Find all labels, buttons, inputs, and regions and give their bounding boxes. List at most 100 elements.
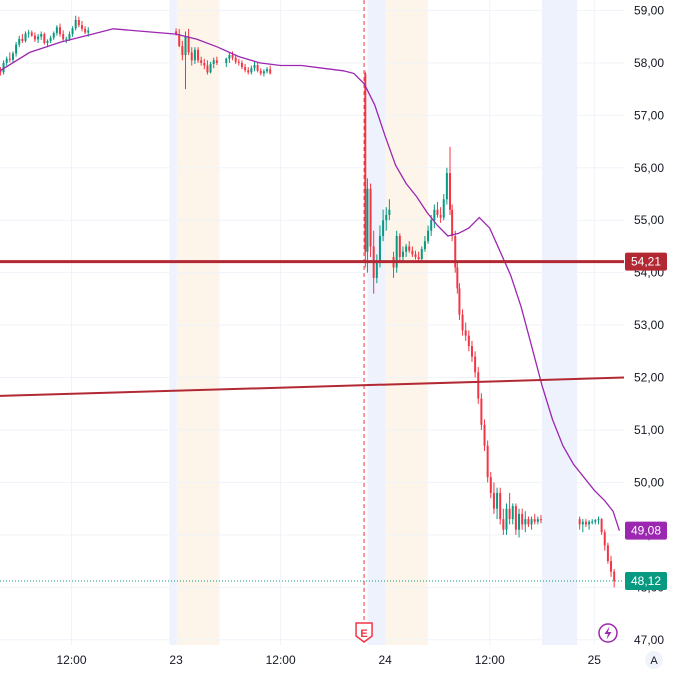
candle-body xyxy=(266,69,269,72)
moving-average xyxy=(0,28,621,531)
candle-body xyxy=(71,28,74,35)
candle-body xyxy=(433,209,436,221)
drawn-lines[interactable] xyxy=(0,260,625,582)
lightning-icon[interactable] xyxy=(598,623,618,643)
session-band-premarket xyxy=(169,0,177,645)
candle-body xyxy=(408,246,411,251)
candle-body xyxy=(80,25,83,29)
candle-body xyxy=(489,477,492,493)
time-axis[interactable]: 12:00 23 12:00 24 12:00 25 xyxy=(57,653,602,667)
candle-body xyxy=(247,70,250,73)
candle-body xyxy=(11,53,14,60)
session-backgrounds xyxy=(169,0,578,645)
candle-body xyxy=(84,28,87,33)
candle-body xyxy=(477,372,480,399)
session-band-premarket xyxy=(367,0,386,645)
candle-body xyxy=(231,55,234,58)
candle-body xyxy=(181,46,184,56)
session-band-postmarket xyxy=(176,0,220,645)
candle-body xyxy=(234,57,237,62)
candle-body xyxy=(398,235,401,257)
candle-body xyxy=(518,513,521,530)
candle-body xyxy=(388,209,391,215)
chart-markers[interactable]: E A xyxy=(355,622,663,669)
candle-body xyxy=(603,532,606,546)
candle-body xyxy=(225,58,228,63)
price-tick-label: 51,00 xyxy=(634,423,664,437)
candle-body xyxy=(449,173,452,210)
candle-body xyxy=(524,519,527,525)
time-tick-label: 12:00 xyxy=(57,653,87,667)
candle-body xyxy=(262,71,265,74)
candle-body xyxy=(200,60,203,63)
candle-body xyxy=(49,37,52,41)
candle-body xyxy=(215,60,218,63)
candle-body xyxy=(8,58,11,60)
auto-scale-button[interactable]: A xyxy=(645,651,663,669)
candle-body xyxy=(499,492,502,520)
candle-body xyxy=(533,519,536,522)
candle-body xyxy=(486,445,489,478)
auto-scale-label: A xyxy=(650,655,658,667)
candle-body xyxy=(52,33,55,38)
candle-body xyxy=(405,246,408,252)
candle-body xyxy=(411,250,414,255)
candle-body xyxy=(594,520,597,522)
price-badge xyxy=(625,252,667,271)
candle-body xyxy=(212,60,215,64)
candle-body xyxy=(65,38,68,40)
time-tick-label: 12:00 xyxy=(475,653,505,667)
candle-body xyxy=(496,492,499,509)
candle-body xyxy=(511,506,514,520)
candle-body xyxy=(467,335,470,347)
price-tick-label: 50,00 xyxy=(634,475,664,489)
candle-body xyxy=(59,27,62,35)
candle-body xyxy=(178,34,181,47)
candle-body xyxy=(600,519,603,533)
candle-body xyxy=(15,44,18,54)
candle-body xyxy=(514,506,517,530)
candle-body xyxy=(401,251,404,257)
candle-body xyxy=(483,424,486,446)
candle-body xyxy=(414,254,417,257)
candle-body xyxy=(364,73,367,252)
candle-body xyxy=(62,34,65,40)
candle-body xyxy=(87,30,90,33)
candle-body xyxy=(193,49,196,61)
candle-body xyxy=(369,188,372,247)
candle-body xyxy=(597,519,600,521)
candle-body xyxy=(250,68,253,73)
earnings-flag-icon[interactable]: E xyxy=(355,622,373,643)
candle-body xyxy=(480,398,483,425)
earnings-label: E xyxy=(360,628,367,640)
candle-body xyxy=(30,32,33,36)
candle-body xyxy=(37,36,40,40)
price-axis[interactable]: 59,0058,0057,0056,0055,0054,0053,0052,00… xyxy=(634,3,664,646)
candle-body xyxy=(420,249,423,260)
candle-body xyxy=(588,521,591,525)
candle-body xyxy=(442,199,445,218)
candle-body xyxy=(46,40,49,43)
candles xyxy=(0,15,616,588)
candle-body xyxy=(253,65,256,69)
price-tick-label: 59,00 xyxy=(634,3,664,17)
candle-body xyxy=(24,33,27,41)
candle-body xyxy=(530,519,533,525)
candle-body xyxy=(454,235,457,268)
candle-body xyxy=(456,267,459,289)
price-badge-label: 54,21 xyxy=(631,255,661,269)
candle-body xyxy=(175,31,178,35)
candle-body xyxy=(5,58,8,63)
candle-body xyxy=(77,19,80,26)
price-badge xyxy=(625,572,667,591)
candle-body xyxy=(527,519,530,525)
candle-body xyxy=(74,19,77,29)
price-tick-label: 47,00 xyxy=(634,633,664,647)
candle-body xyxy=(366,188,369,252)
price-tick-label: 52,00 xyxy=(634,371,664,385)
candle-body xyxy=(240,62,243,68)
price-tick-label: 57,00 xyxy=(634,108,664,122)
candle-body xyxy=(581,521,584,525)
candle-body xyxy=(584,521,587,525)
